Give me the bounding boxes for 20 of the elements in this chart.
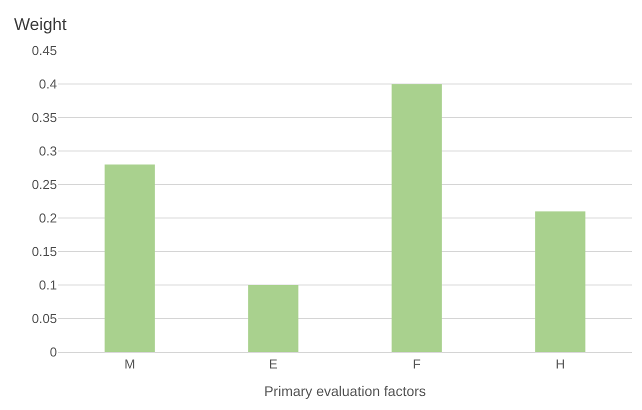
y-tick-label: 0.35 xyxy=(32,110,57,126)
y-tick-label: 0.15 xyxy=(32,244,57,260)
y-tick-label: 0.2 xyxy=(38,210,57,226)
y-tick-label: 0.45 xyxy=(32,43,57,58)
y-tick-label: 0.05 xyxy=(32,311,57,326)
bar xyxy=(392,84,442,352)
x-tick-label: M xyxy=(124,356,136,372)
y-tick-label: 0 xyxy=(50,344,57,360)
y-tick-label: 0.25 xyxy=(32,177,57,192)
y-tick-label: 0.1 xyxy=(38,278,57,293)
x-tick-label: E xyxy=(268,356,278,372)
x-tick-label: F xyxy=(412,356,421,372)
bar xyxy=(535,211,586,352)
bar xyxy=(104,164,155,352)
y-axis-title: Weight xyxy=(14,15,67,34)
x-axis-title: Primary evaluation factors xyxy=(264,382,426,399)
x-tick-label: H xyxy=(556,356,565,372)
y-tick-label: 0.3 xyxy=(38,144,57,159)
y-tick-label: 0.4 xyxy=(38,76,57,92)
bar xyxy=(248,285,298,352)
